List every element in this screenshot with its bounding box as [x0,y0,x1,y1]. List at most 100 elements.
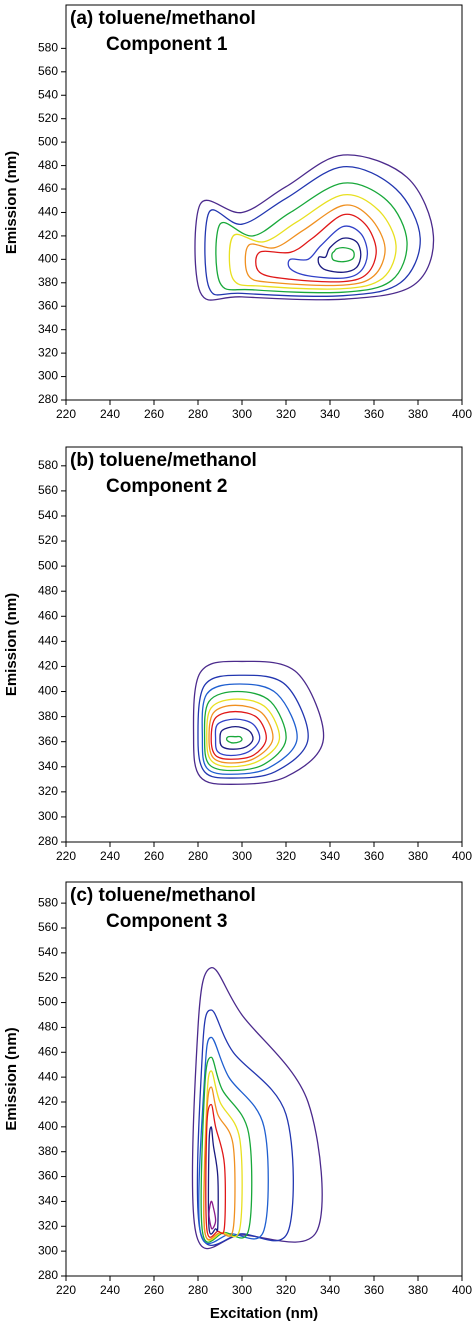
panel-title: (c) toluene/methanol [70,885,256,906]
y-tick-label: 400 [38,684,58,698]
contour-line [200,1056,253,1243]
x-tick-label: 220 [56,407,76,421]
y-tick-label: 380 [38,1144,58,1158]
panel-title: (a) toluene/methanol [70,8,256,29]
contour-line [206,698,281,768]
x-tick-label: 380 [408,407,428,421]
x-tick-label: 400 [452,407,472,421]
x-tick-label: 300 [232,849,252,863]
y-tick-label: 480 [38,583,58,597]
contour-line [204,166,421,297]
y-tick-label: 460 [38,608,58,622]
contour-line [215,182,408,294]
x-tick-label: 220 [56,1283,76,1297]
panel: 280 300 320 340 360 380 400 420 440 460 480 500 520 5… [3,4,472,421]
x-tick-label: 380 [408,849,428,863]
x-tick-label: 320 [276,1283,296,1297]
x-tick-label: 260 [144,849,164,863]
x-tick-label: 280 [188,849,208,863]
contour-line [201,683,298,775]
contour-line [228,193,397,290]
contour-line [208,1200,217,1230]
contour-line [191,967,323,1250]
contour-line [255,213,377,283]
plot-frame [65,4,463,401]
x-tick-label: 300 [232,1283,252,1297]
contour-line [225,735,243,744]
x-tick-label: 260 [144,407,164,421]
contour-line [317,237,362,273]
y-tick-label: 360 [38,298,58,312]
y-tick-label: 580 [38,895,58,909]
y-tick-label: 460 [38,181,58,195]
y-tick-label: 520 [38,111,58,125]
y-axis-title: Emission (nm) [3,593,20,696]
y-tick-label: 340 [38,759,58,773]
y-tick-label: 280 [38,392,58,406]
y-tick-label: 520 [38,970,58,984]
y-tick-label: 440 [38,634,58,648]
x-tick-label: 240 [100,849,120,863]
y-axis-title: Emission (nm) [3,1027,20,1130]
x-axis-title: Excitation (nm) [210,1305,318,1322]
y-axis-title: Emission (nm) [3,151,20,254]
y-tick-label: 320 [38,1218,58,1232]
contour-line [192,660,325,785]
contour-line [287,225,369,279]
contour-line [210,710,267,760]
contour-line [214,718,261,757]
x-tick-label: 280 [188,1283,208,1297]
plot-frame [65,881,463,1277]
y-tick-label: 440 [38,205,58,219]
plot-frame [65,446,463,843]
y-tick-label: 440 [38,1069,58,1083]
x-tick-label: 240 [100,1283,120,1297]
y-tick-label: 400 [38,252,58,266]
y-tick-label: 480 [38,158,58,172]
y-tick-label: 380 [38,709,58,723]
contour-line [207,1126,219,1235]
contour-line [331,246,355,263]
y-tick-label: 560 [38,483,58,497]
y-tick-label: 300 [38,369,58,383]
panel-subtitle: Component 3 [106,911,227,932]
y-tick-label: 320 [38,784,58,798]
contour-line [194,154,435,301]
contour-line [244,204,386,287]
y-tick-label: 340 [38,322,58,336]
y-tick-label: 360 [38,734,58,748]
y-tick-label: 420 [38,228,58,242]
panel-subtitle: Component 1 [106,34,228,55]
y-tick-label: 420 [38,659,58,673]
x-tick-label: 320 [276,407,296,421]
y-tick-label: 300 [38,1243,58,1257]
x-tick-label: 320 [276,849,296,863]
y-tick-label: 420 [38,1094,58,1108]
x-tick-label: 360 [364,849,384,863]
y-tick-label: 500 [38,134,58,148]
y-tick-label: 400 [38,1119,58,1133]
contour-line [208,704,274,764]
y-tick-label: 540 [38,508,58,522]
y-tick-label: 580 [38,41,58,55]
panel-subtitle: Component 2 [106,476,227,497]
y-tick-label: 320 [38,345,58,359]
contour-line [203,690,287,772]
contour-line [205,1103,227,1238]
y-tick-label: 460 [38,1044,58,1058]
y-tick-label: 360 [38,1169,58,1183]
x-tick-label: 400 [452,849,472,863]
contour-line [219,725,254,750]
x-tick-label: 220 [56,849,76,863]
x-tick-label: 300 [232,407,252,421]
contour-line [197,674,309,779]
y-tick-label: 500 [38,995,58,1009]
panel: 280 300 320 340 360 380 400 420 440 460 480 500 520 5… [3,881,472,1322]
x-tick-label: 340 [320,1283,340,1297]
y-tick-label: 580 [38,458,58,472]
y-tick-label: 340 [38,1194,58,1208]
y-tick-label: 540 [38,945,58,959]
y-tick-label: 380 [38,275,58,289]
x-tick-label: 240 [100,407,120,421]
y-tick-label: 560 [38,64,58,78]
